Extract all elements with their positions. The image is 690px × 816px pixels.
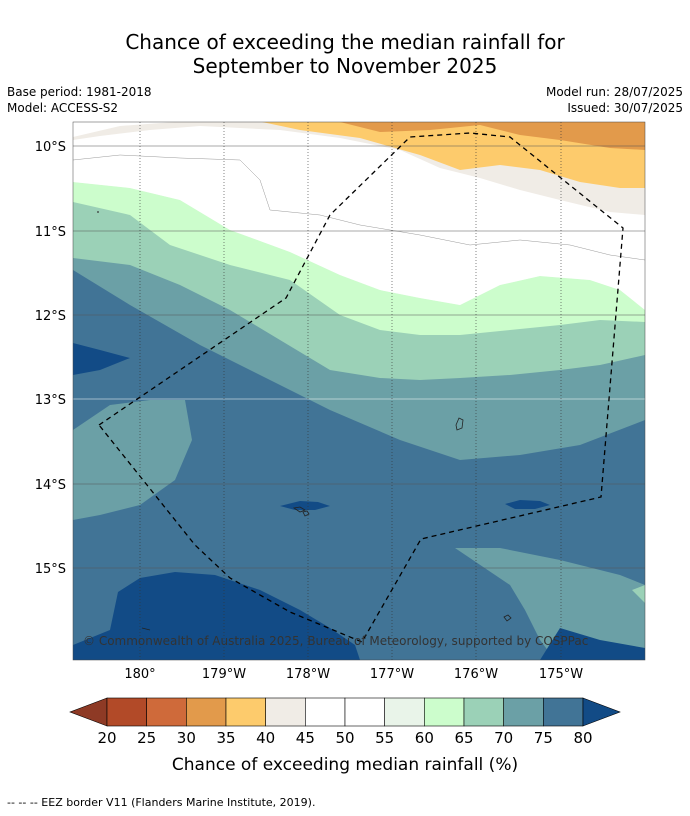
rainfall-probability-map: © Commonwealth of Australia 2025, Bureau… — [73, 122, 645, 660]
colorbar-swatch — [424, 697, 465, 727]
band-30-35 — [340, 122, 645, 150]
island-outline — [302, 510, 310, 517]
band-80-plus-southeast — [540, 628, 645, 660]
band-70-75-south-patch — [455, 548, 645, 660]
graticule — [73, 145, 645, 569]
colorbar-ticks: 20 25 30 35 40 45 50 55 60 65 70 75 80 — [97, 729, 592, 747]
model-run-text: Model run: 28/07/2025 — [545, 85, 683, 99]
colorbar-tick-label: 30 — [177, 729, 196, 747]
colorbar-tick-label: 35 — [216, 729, 235, 747]
lon-label: 178°W — [286, 667, 330, 682]
lat-label: 14°S — [35, 478, 66, 493]
copyright-text: © Commonwealth of Australia 2025, Bureau… — [83, 634, 588, 648]
lon-label: 180° — [124, 667, 155, 682]
eez-legend-footnote: -- -- -- EEZ border V11 (Flanders Marine… — [7, 796, 316, 809]
eez-border — [98, 132, 624, 643]
colorbar-swatch — [106, 697, 147, 727]
lat-label: 15°S — [35, 562, 66, 577]
colorbar-swatch — [146, 697, 187, 727]
band-65-70-corner — [632, 585, 645, 603]
colorbar-tick-label: 80 — [573, 729, 592, 747]
colorbar-swatch — [463, 697, 504, 727]
colorbar-tick-label: 65 — [454, 729, 473, 747]
colorbar-label: Chance of exceeding median rainfall (%) — [172, 755, 518, 775]
island-outline — [455, 417, 464, 431]
colorbar-tick-label: 25 — [137, 729, 156, 747]
colorbar-swatch — [344, 697, 385, 727]
colorbar-tick-label: 75 — [534, 729, 553, 747]
band-80-plus-islands-west — [280, 501, 330, 510]
band-80-plus-west — [73, 343, 130, 375]
lon-label: 177°W — [370, 667, 414, 682]
colorbar-extend-low — [69, 697, 108, 727]
lon-label: 179°W — [202, 667, 246, 682]
colorbar-swatch — [503, 697, 544, 727]
issued-date-text: Issued: 30/07/2025 — [567, 101, 683, 115]
title-line-2: September to November 2025 — [192, 54, 498, 78]
colorbar-swatch — [305, 697, 346, 727]
lat-label: 12°S — [35, 309, 66, 324]
model-info-left: Base period: 1981-2018 Model: ACCESS-S2 — [7, 84, 152, 116]
colorbar-tick-label: 20 — [97, 729, 116, 747]
chart-title: Chance of exceeding the median rainfall … — [0, 30, 690, 78]
colorbar-swatch — [186, 697, 227, 727]
island-outline — [141, 627, 151, 631]
band-80-plus-islands-east — [505, 500, 550, 509]
colorbar-tick-label: 60 — [415, 729, 434, 747]
colorbar-tick-label: 70 — [494, 729, 513, 747]
lat-label: 13°S — [35, 393, 66, 408]
colorbar — [69, 697, 621, 727]
colorbar-swatch — [543, 697, 584, 727]
contour-line — [73, 154, 645, 261]
lat-label: 11°S — [35, 225, 66, 240]
island-outline — [292, 506, 306, 513]
colorbar-swatch — [225, 697, 266, 727]
lat-label: 10°S — [35, 140, 66, 155]
map-frame — [72, 121, 646, 661]
colorbar-tick-label: 55 — [375, 729, 394, 747]
colorbar-tick-label: 40 — [256, 729, 275, 747]
band-80-plus-south — [73, 572, 360, 660]
title-line-1: Chance of exceeding the median rainfall … — [125, 30, 565, 54]
colorbar-tick-label: 50 — [335, 729, 354, 747]
model-info-right: Model run: 28/07/2025 Issued: 30/07/2025 — [546, 84, 683, 116]
island-dot — [97, 211, 99, 213]
lon-label: 176°W — [454, 667, 498, 682]
colorbar-swatch — [265, 697, 306, 727]
colorbar-extend-high — [582, 697, 621, 727]
island-outline — [503, 614, 512, 622]
model-name-text: Model: ACCESS-S2 — [7, 101, 119, 115]
colorbar-tick-label: 45 — [296, 729, 315, 747]
lon-label: 175°W — [539, 667, 583, 682]
colorbar-swatch — [384, 697, 425, 727]
base-period-text: Base period: 1981-2018 — [7, 85, 152, 99]
